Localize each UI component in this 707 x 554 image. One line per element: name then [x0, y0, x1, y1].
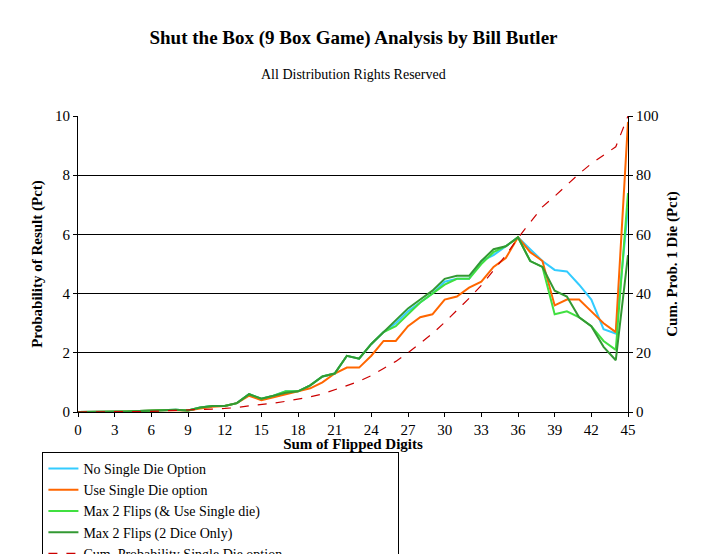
svg-text:6: 6 [148, 422, 156, 438]
svg-text:Max 2 Flips (2 Dice Only): Max 2 Flips (2 Dice Only) [83, 526, 232, 542]
svg-text:40: 40 [636, 286, 651, 302]
svg-text:36: 36 [511, 422, 527, 438]
svg-text:20: 20 [636, 345, 651, 361]
svg-text:No Single Die Option: No Single Die Option [83, 462, 206, 477]
svg-text:80: 80 [636, 167, 651, 183]
svg-text:39: 39 [547, 422, 562, 438]
svg-text:Sum of Flipped Digits: Sum of Flipped Digits [283, 436, 423, 452]
svg-text:4: 4 [63, 286, 71, 302]
svg-text:30: 30 [437, 422, 452, 438]
svg-text:8: 8 [63, 167, 71, 183]
svg-text:Max 2 Flips (& Use Single die): Max 2 Flips (& Use Single die) [83, 504, 260, 520]
svg-text:3: 3 [111, 422, 119, 438]
svg-text:2: 2 [63, 345, 71, 361]
svg-text:60: 60 [636, 227, 651, 243]
svg-text:6: 6 [63, 227, 71, 243]
svg-text:100: 100 [636, 108, 659, 124]
svg-text:27: 27 [401, 422, 417, 438]
svg-text:0: 0 [74, 422, 82, 438]
svg-text:12: 12 [217, 422, 232, 438]
svg-text:0: 0 [63, 404, 71, 420]
svg-text:18: 18 [291, 422, 306, 438]
svg-text:Probability of Result (Pct): Probability of Result (Pct) [29, 180, 46, 348]
svg-text:Cum. Probability Single Die op: Cum. Probability Single Die option [83, 547, 282, 554]
svg-text:15: 15 [254, 422, 269, 438]
svg-text:45: 45 [621, 422, 636, 438]
svg-text:0: 0 [636, 404, 644, 420]
svg-text:All Distribution Rights Reserv: All Distribution Rights Reserved [261, 67, 446, 82]
svg-text:Use Single Die option: Use Single Die option [83, 483, 207, 498]
svg-text:Shut the Box (9 Box Game) Anal: Shut the Box (9 Box Game) Analysis by Bi… [149, 27, 558, 49]
svg-text:42: 42 [584, 422, 599, 438]
svg-text:24: 24 [364, 422, 380, 438]
svg-text:10: 10 [55, 108, 70, 124]
svg-text:21: 21 [327, 422, 342, 438]
svg-text:33: 33 [474, 422, 489, 438]
svg-text:9: 9 [184, 422, 192, 438]
svg-text:Cum. Prob. 1 Die (Pct): Cum. Prob. 1 Die (Pct) [664, 191, 681, 337]
